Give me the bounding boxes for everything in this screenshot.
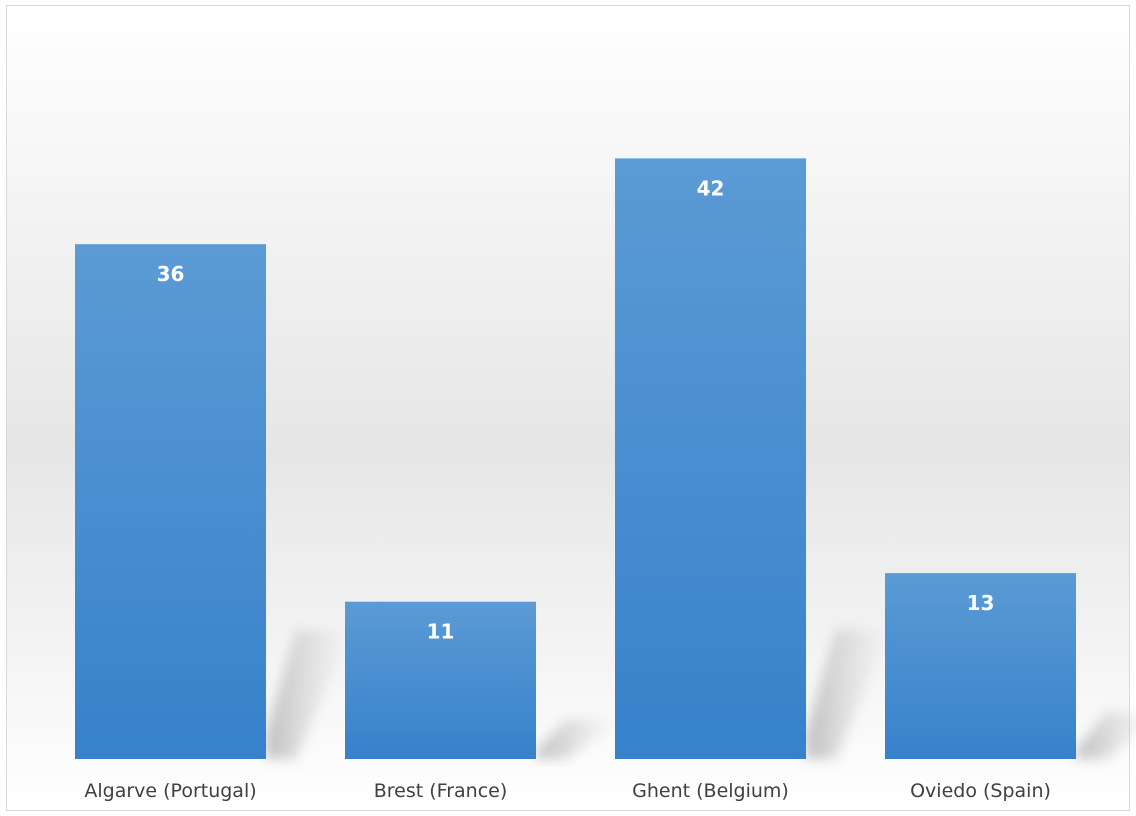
category-tick-label: Ghent (Belgium): [632, 780, 789, 802]
bar-value-label: 42: [697, 176, 725, 200]
bar-1: [345, 601, 536, 759]
bar-value-label: 11: [427, 620, 455, 644]
category-tick-label: Algarve (Portugal): [84, 780, 256, 802]
bar-shadow: [806, 629, 891, 759]
bar-shadows: [266, 629, 1136, 759]
bar-shadow: [536, 719, 621, 759]
bar-shadow: [266, 630, 351, 759]
bar-2: [615, 158, 806, 759]
bar-value-label: 36: [157, 262, 185, 286]
bar-shadow: [1076, 712, 1136, 759]
category-tick-label: Brest (France): [374, 780, 508, 802]
category-labels: Algarve (Portugal) Brest (France) Ghent (B…: [84, 780, 1051, 802]
chart-frame: [6, 5, 1130, 811]
value-labels: 36 11 42 13: [157, 176, 995, 643]
bar-3: [885, 573, 1076, 759]
bars: [75, 158, 1076, 759]
category-tick-label: Oviedo (Spain): [910, 780, 1051, 802]
bar-value-label: 13: [967, 591, 995, 615]
bar-0: [75, 244, 266, 759]
